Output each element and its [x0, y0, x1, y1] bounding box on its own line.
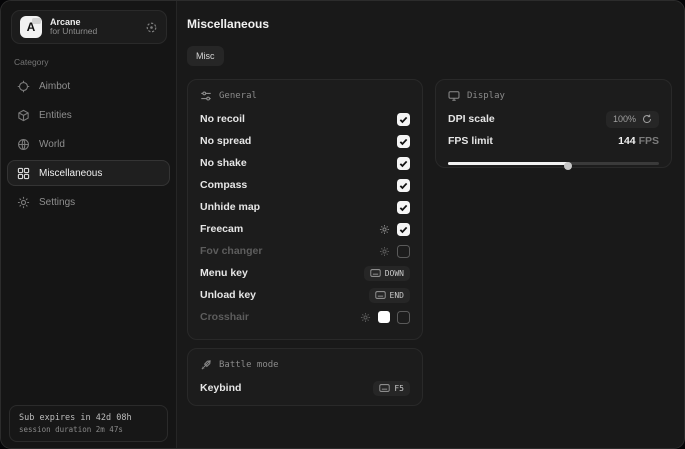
sidebar-item-label: World: [39, 138, 65, 150]
battle-keybind-binding[interactable]: F5: [373, 380, 410, 396]
keyboard-icon: [379, 384, 391, 392]
setting-row-dpi-scale: DPI scale 100%: [448, 108, 659, 130]
sidebar-item-world[interactable]: World: [7, 131, 170, 157]
sidebar-item-label: Aimbot: [39, 80, 71, 92]
crosshair-checkbox[interactable]: [397, 310, 410, 324]
cube-icon: [17, 109, 30, 122]
app-name: Arcane: [50, 16, 81, 27]
target-icon[interactable]: [145, 21, 158, 34]
reset-icon[interactable]: [642, 114, 652, 124]
crosshair-settings-gear-icon[interactable]: [360, 312, 371, 323]
setting-row-unhide-map: Unhide map: [200, 196, 410, 218]
panel-title: Display: [467, 91, 505, 101]
setting-row-fov-changer: Fov changer: [200, 240, 410, 262]
setting-row-keybind: Keybind F5: [200, 377, 410, 399]
panel-title: Battle mode: [219, 360, 279, 370]
fps-value: 144 FPS: [618, 135, 659, 147]
freecam-settings-gear-icon[interactable]: [379, 224, 390, 235]
fps-slider-fill: [448, 162, 573, 170]
subscription-status: Sub expires in 42d 08h session duration …: [9, 405, 168, 442]
sidebar-nav: Aimbot Entities World: [7, 73, 170, 215]
setting-row-unload-key: Unload key END: [200, 284, 410, 306]
tab-misc[interactable]: Misc: [187, 46, 224, 66]
monitor-icon: [448, 90, 460, 102]
gear-icon: [17, 196, 30, 209]
dpi-value: 100%: [612, 114, 636, 124]
sidebar-item-label: Entities: [39, 109, 72, 121]
menu-key-binding[interactable]: DOWN: [363, 265, 410, 281]
sidebar-item-miscellaneous[interactable]: Miscellaneous: [7, 160, 170, 186]
no-spread-checkbox[interactable]: [397, 134, 410, 148]
setting-row-compass: Compass: [200, 174, 410, 196]
no-shake-checkbox[interactable]: [397, 156, 410, 170]
setting-row-freecam: Freecam: [200, 218, 410, 240]
fps-slider-thumb[interactable]: [564, 162, 573, 170]
crosshair-icon: [17, 80, 30, 93]
keyboard-icon: [370, 269, 381, 277]
compass-checkbox[interactable]: [397, 178, 410, 192]
brand-card[interactable]: A Arcane for Unturned: [11, 10, 167, 44]
globe-icon: [17, 138, 30, 151]
fps-slider[interactable]: [448, 159, 659, 170]
sword-icon: [200, 359, 212, 371]
freecam-checkbox[interactable]: [397, 222, 410, 236]
category-label: Category: [14, 57, 49, 67]
sliders-icon: [200, 90, 212, 102]
sidebar-item-settings[interactable]: Settings: [7, 189, 170, 215]
setting-row-no-recoil: No recoil: [200, 108, 410, 130]
keyboard-icon: [374, 291, 386, 299]
display-panel: Display DPI scale 100% FPS limi: [435, 79, 672, 170]
grid-icon: [17, 167, 30, 180]
setting-row-crosshair: Crosshair: [200, 306, 410, 328]
sidebar-item-aimbot[interactable]: Aimbot: [7, 73, 170, 99]
unhide-map-checkbox[interactable]: [397, 200, 410, 214]
no-recoil-checkbox[interactable]: [397, 112, 410, 126]
sidebar: A Arcane for Unturned Category Aimbot: [1, 1, 177, 448]
avatar: A: [20, 16, 42, 38]
setting-row-no-shake: No shake: [200, 152, 410, 174]
sub-expiry-text: Sub expires in 42d 08h: [19, 413, 132, 423]
session-duration-text: session duration 2m 47s: [19, 425, 123, 434]
sidebar-item-label: Miscellaneous: [39, 167, 103, 179]
setting-row-fps-limit: FPS limit 144 FPS: [448, 135, 659, 147]
dpi-scale-control[interactable]: 100%: [605, 110, 659, 128]
app-subtitle: for Unturned: [50, 26, 98, 37]
setting-row-menu-key: Menu key DOWN: [200, 262, 410, 284]
fov-settings-gear-icon[interactable]: [379, 246, 390, 257]
battle-mode-panel: Battle mode Keybind F5: [187, 348, 423, 406]
unload-key-binding[interactable]: END: [368, 287, 410, 303]
crosshair-color-swatch[interactable]: [378, 311, 390, 323]
fov-changer-checkbox[interactable]: [397, 244, 410, 258]
sidebar-item-label: Settings: [39, 196, 76, 208]
panel-title: General: [219, 91, 257, 101]
general-panel: General No recoil No spread: [187, 79, 423, 340]
sidebar-item-entities[interactable]: Entities: [7, 102, 170, 128]
main-content: Miscellaneous Misc General No recoil: [178, 1, 684, 448]
setting-row-no-spread: No spread: [200, 130, 410, 152]
page-title: Miscellaneous: [187, 17, 270, 31]
